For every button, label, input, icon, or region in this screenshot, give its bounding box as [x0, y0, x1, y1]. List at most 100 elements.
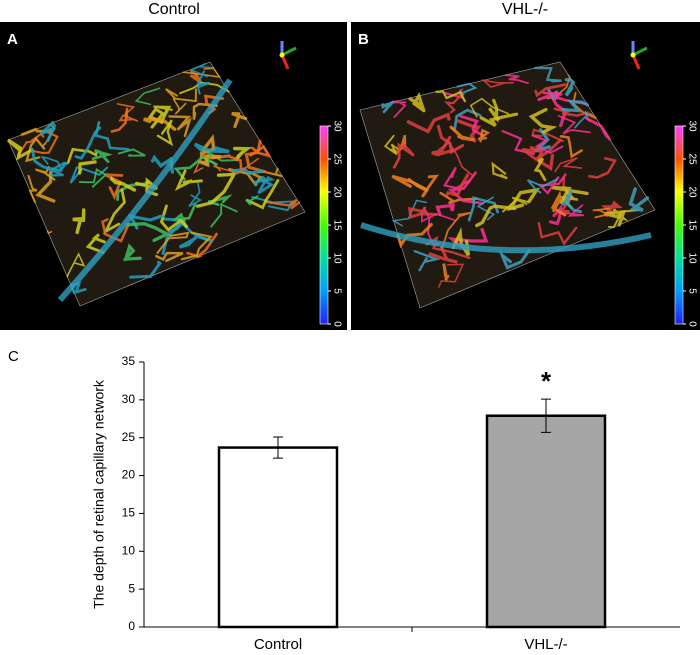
vessel — [442, 263, 450, 281]
vessel — [435, 203, 455, 216]
vessel — [531, 128, 564, 143]
vessel — [35, 166, 56, 181]
vessel — [116, 103, 136, 119]
vessel — [231, 112, 248, 129]
panel-title: Control — [148, 1, 200, 18]
vessel — [521, 138, 562, 161]
vessel — [109, 176, 137, 192]
colorbar-tick-label: 15 — [331, 219, 342, 231]
vessel — [441, 211, 471, 249]
vessel — [91, 149, 113, 164]
error-bar — [541, 398, 551, 433]
vessel — [174, 169, 203, 191]
y-tick-label: 0 — [128, 619, 135, 633]
vessel — [213, 157, 260, 175]
gizmo-center — [279, 52, 285, 58]
vessel — [32, 130, 59, 154]
vessel — [550, 190, 567, 217]
vessel — [6, 138, 34, 161]
vessel — [438, 141, 475, 177]
vessel — [77, 160, 97, 175]
vessel — [102, 188, 126, 235]
vessel — [198, 154, 222, 168]
colorbar-tick-label: 15 — [686, 219, 697, 231]
vessel — [534, 66, 562, 83]
vessel — [195, 70, 211, 95]
gizmo-axis — [631, 54, 641, 70]
y-tick-label: 30 — [122, 392, 136, 406]
vessel — [469, 97, 510, 118]
vessel — [526, 178, 558, 194]
vessel — [488, 98, 500, 124]
panel-title: VHL-/- — [502, 1, 548, 18]
vessel — [408, 206, 438, 220]
vessel — [564, 78, 576, 97]
vessel — [156, 231, 190, 254]
vessel — [171, 203, 197, 228]
vessel — [245, 195, 259, 206]
colorbar — [319, 125, 329, 325]
vessel — [165, 88, 197, 103]
colorbar-tick-label: 0 — [331, 321, 342, 327]
vessel — [257, 175, 275, 195]
vessel — [143, 117, 177, 131]
vessel — [502, 196, 529, 213]
vessel — [456, 119, 482, 143]
vessel — [390, 100, 407, 118]
vessel — [46, 229, 53, 235]
vessel — [592, 207, 611, 219]
vessel — [447, 171, 484, 205]
bar — [217, 446, 339, 629]
vessel — [443, 94, 462, 114]
vessel — [154, 251, 184, 262]
main-vessel — [360, 222, 652, 254]
vessel — [428, 246, 458, 264]
vessel — [193, 142, 230, 154]
vessel — [498, 249, 531, 270]
panel-letter: B — [358, 31, 369, 48]
y-tick-label: 35 — [122, 354, 136, 368]
vessel — [528, 107, 558, 134]
vessel — [584, 116, 611, 141]
colorbar-tick-label: 30 — [686, 120, 697, 132]
vessel — [537, 222, 578, 246]
vessel — [588, 157, 617, 179]
vessel — [85, 233, 106, 254]
vessel — [39, 120, 57, 142]
vessel — [391, 199, 428, 227]
gizmo-axis — [281, 46, 297, 57]
colorbar-tick-label: 5 — [686, 288, 697, 294]
vessel — [439, 191, 478, 205]
vessel — [25, 136, 46, 163]
vessel — [491, 161, 508, 180]
vessel — [110, 107, 129, 133]
vessel — [253, 176, 276, 187]
colorbar-tick-label: 10 — [686, 252, 697, 264]
colorbar-tick-label: 5 — [331, 288, 342, 294]
vessel — [192, 102, 218, 120]
x-tick-label: Control — [254, 636, 302, 653]
colorbar — [674, 125, 684, 325]
gizmo-axis — [280, 54, 290, 70]
y-tick-label: 5 — [128, 581, 135, 595]
vessel — [413, 250, 441, 272]
vessel — [74, 126, 102, 160]
panel-letter: C — [8, 348, 19, 365]
vessel — [129, 260, 162, 279]
vessel — [572, 92, 597, 120]
vessel — [27, 174, 38, 204]
colorbar-tick-label: 25 — [331, 153, 342, 165]
y-axis-label: The depth of retinal capillary network — [91, 379, 107, 609]
vessel — [406, 112, 451, 134]
colorbar-tick-label: 0 — [686, 321, 697, 327]
colorbar-tick-label: 20 — [686, 186, 697, 198]
error-bar — [273, 436, 283, 459]
vessel — [381, 100, 395, 114]
y-tick-label: 25 — [122, 430, 136, 444]
vessel — [195, 172, 237, 208]
vessel — [435, 90, 467, 103]
vessel — [66, 252, 86, 278]
colorbar-tick-label: 30 — [331, 120, 342, 132]
vessel — [188, 182, 203, 208]
